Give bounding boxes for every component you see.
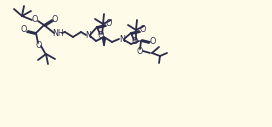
Text: O: O — [150, 37, 156, 46]
Text: O: O — [132, 37, 138, 46]
Text: O: O — [36, 41, 42, 50]
Text: O: O — [32, 15, 38, 25]
Text: O: O — [21, 26, 27, 35]
Text: NH: NH — [52, 28, 64, 37]
Text: N: N — [85, 30, 91, 39]
Text: O: O — [137, 46, 143, 55]
Text: O: O — [140, 26, 146, 35]
Text: O: O — [106, 20, 112, 28]
Text: N: N — [119, 35, 125, 44]
Polygon shape — [103, 38, 106, 46]
Text: O: O — [52, 14, 58, 23]
Text: O: O — [98, 31, 104, 41]
